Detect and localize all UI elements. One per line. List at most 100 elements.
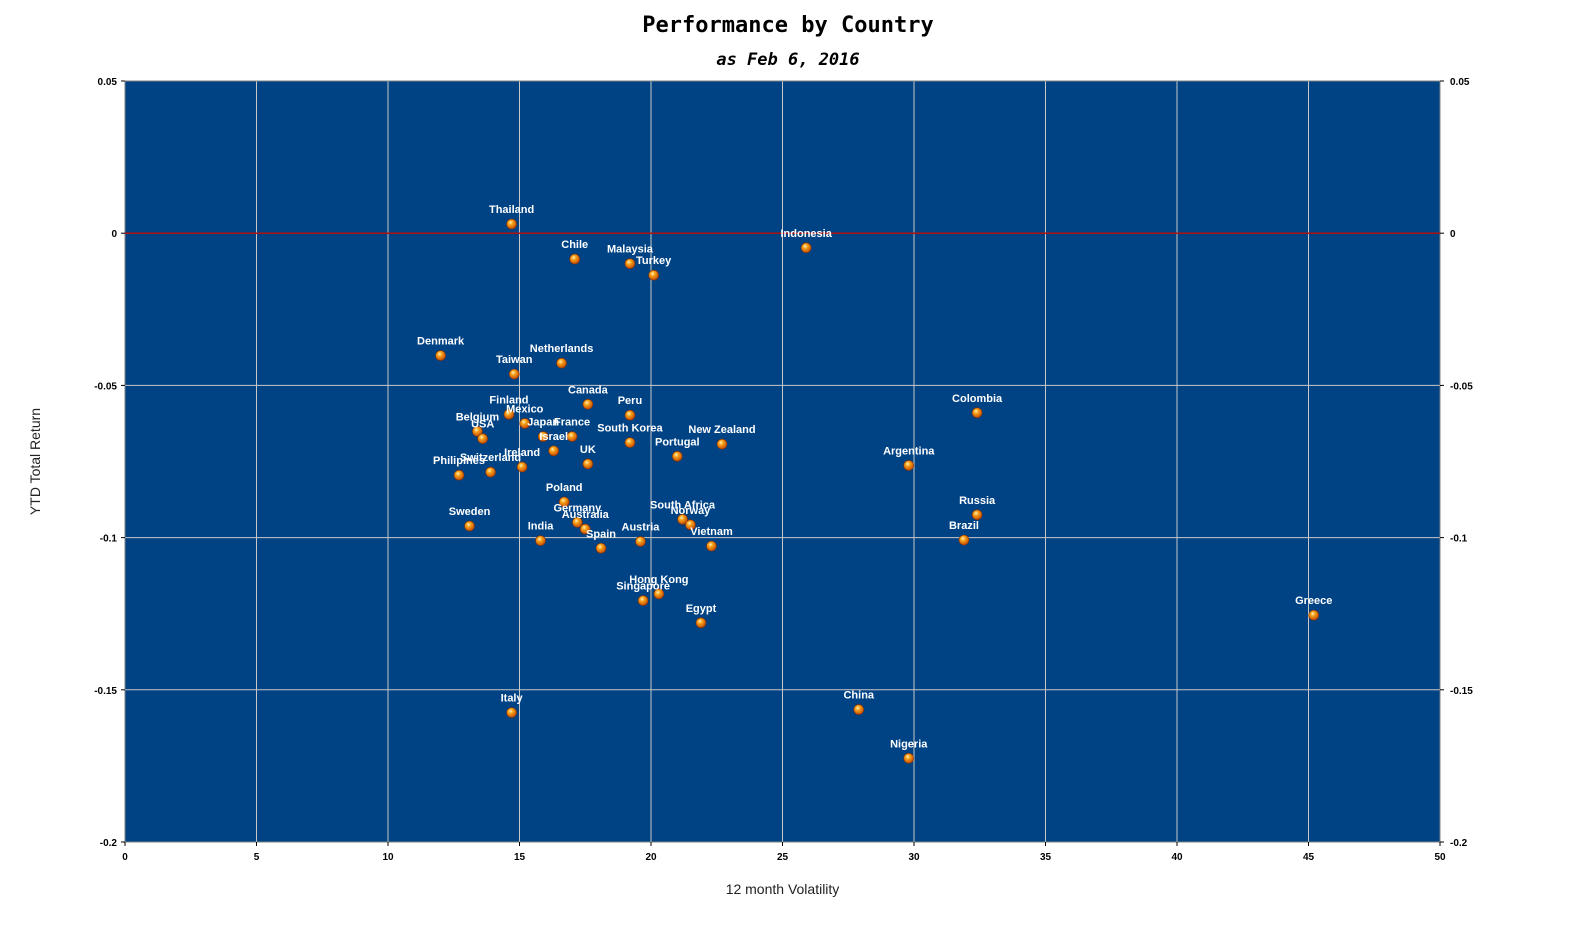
point-label: Belgium xyxy=(456,411,500,423)
data-point: Canada xyxy=(568,384,609,410)
y-tick-label-left: -0.1 xyxy=(100,534,118,545)
point-marker xyxy=(506,218,517,230)
data-point: Colombia xyxy=(952,393,1003,419)
data-point: Vietnam xyxy=(690,526,733,552)
point-marker xyxy=(903,752,915,764)
data-point: USA xyxy=(471,419,494,444)
point-marker xyxy=(548,445,559,457)
data-point: China xyxy=(843,690,875,715)
data-point: South Africa xyxy=(650,499,716,525)
y-tick-label-right: -0.2 xyxy=(1450,838,1468,849)
point-label: Norway xyxy=(671,505,712,517)
point-label: Greece xyxy=(1295,595,1332,607)
point-label: Thailand xyxy=(489,204,534,216)
point-marker xyxy=(516,461,528,473)
point-marker xyxy=(648,269,659,281)
point-marker xyxy=(435,350,446,361)
point-marker xyxy=(706,540,717,552)
point-marker xyxy=(677,514,688,525)
point-label: Germany xyxy=(554,502,603,514)
point-label: France xyxy=(554,417,590,429)
x-tick-label: 30 xyxy=(908,852,920,863)
point-marker xyxy=(503,409,515,420)
x-tick-label: 10 xyxy=(382,852,394,863)
x-tick-label: 20 xyxy=(645,852,657,863)
data-point: South Korea xyxy=(597,423,664,448)
data-point: Sweden xyxy=(449,506,491,532)
y-tick-label-right: 0.05 xyxy=(1450,77,1470,88)
x-tick-label: 50 xyxy=(1434,852,1446,863)
point-label: Poland xyxy=(546,482,583,494)
data-point: Egypt xyxy=(686,603,717,629)
point-marker xyxy=(566,431,578,442)
y-tick-label-right: -0.1 xyxy=(1450,534,1468,545)
point-label: Russia xyxy=(959,495,996,507)
data-point: Greece xyxy=(1295,595,1332,621)
point-marker xyxy=(464,520,475,532)
point-label: Austria xyxy=(622,522,661,534)
point-label: Japan xyxy=(527,417,559,429)
data-point: Israel xyxy=(539,431,568,457)
point-label: Portugal xyxy=(655,436,700,448)
point-marker xyxy=(519,418,531,429)
x-tick-label: 15 xyxy=(514,852,526,863)
point-label: Switzerland xyxy=(460,452,521,464)
point-marker xyxy=(685,519,696,531)
point-label: India xyxy=(528,521,555,533)
point-label: Hong Kong xyxy=(629,574,688,586)
point-marker xyxy=(958,534,970,546)
point-label: South Korea xyxy=(597,423,663,435)
point-marker xyxy=(1308,609,1320,621)
data-point: Brazil xyxy=(949,520,979,546)
data-point: Norway xyxy=(671,505,712,531)
point-label: New Zealand xyxy=(688,424,755,436)
point-marker xyxy=(506,707,517,718)
point-marker xyxy=(637,595,649,606)
data-point: New Zealand xyxy=(688,424,756,450)
point-label: Peru xyxy=(618,395,642,407)
point-label: Australia xyxy=(562,509,610,521)
data-point: Belgium xyxy=(456,411,500,437)
x-axis-label: 12 month Volatility xyxy=(726,881,840,897)
point-marker xyxy=(472,426,483,437)
point-marker xyxy=(485,466,496,478)
point-label: Malaysia xyxy=(607,244,654,256)
point-label: Taiwan xyxy=(496,354,533,366)
point-label: Canada xyxy=(568,384,609,396)
x-tick-label: 45 xyxy=(1303,852,1315,863)
data-point: Japan xyxy=(527,417,559,442)
point-marker xyxy=(800,242,812,254)
point-marker xyxy=(624,258,636,269)
point-label: Netherlands xyxy=(530,343,594,355)
point-marker xyxy=(582,398,594,410)
data-point: Russia xyxy=(959,495,996,521)
data-point: Malaysia xyxy=(607,244,654,269)
data-point: Italy xyxy=(501,693,523,718)
data-point: Philipines xyxy=(433,455,485,481)
point-label: South Africa xyxy=(650,499,716,511)
x-tick-label: 35 xyxy=(1040,852,1052,863)
data-point: Finland xyxy=(489,394,529,420)
point-label: Finland xyxy=(489,394,528,406)
point-label: Singapore xyxy=(616,581,670,593)
point-label: Denmark xyxy=(417,336,465,348)
point-label: Egypt xyxy=(686,603,717,615)
point-marker xyxy=(579,523,591,535)
data-point: Singapore xyxy=(616,581,670,606)
point-label: Brazil xyxy=(949,520,979,532)
point-label: UK xyxy=(580,444,596,456)
y-tick-label-right: -0.15 xyxy=(1450,686,1473,697)
y-axis-label: YTD Total Return xyxy=(27,408,43,515)
y-tick-label-left: -0.2 xyxy=(100,838,118,849)
y-tick-label-left: -0.05 xyxy=(94,381,117,392)
point-marker xyxy=(971,509,983,521)
point-label: Ireland xyxy=(504,447,540,459)
data-point: Turkey xyxy=(636,255,672,281)
data-point: Netherlands xyxy=(530,343,594,369)
data-point: Nigeria xyxy=(890,738,928,764)
x-tick-label: 0 xyxy=(122,852,128,863)
axis-ticks: 0 5 10 15 20 25 30 35 40 45 50 0.05 0.05 0 0 -0.05 -0.05… xyxy=(94,77,1473,863)
data-point: Chile xyxy=(561,239,588,265)
point-marker xyxy=(569,253,581,265)
